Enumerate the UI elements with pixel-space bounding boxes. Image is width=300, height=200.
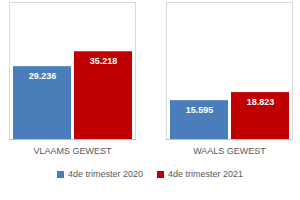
svg-text:35.218: 35.218 bbox=[90, 56, 118, 66]
html-text:4de trimester 2020: 4de trimester 2020 bbox=[68, 169, 143, 179]
svg-text:WAALS GEWEST: WAALS GEWEST bbox=[193, 146, 266, 156]
svg-text:15.595: 15.595 bbox=[186, 105, 214, 115]
html-text:4de trimester 2021: 4de trimester 2021 bbox=[168, 169, 243, 179]
svg-text:29.236: 29.236 bbox=[29, 71, 57, 81]
svg-text:VLAAMS GEWEST: VLAAMS GEWEST bbox=[33, 146, 112, 156]
svg-text:18.823: 18.823 bbox=[247, 96, 275, 106]
